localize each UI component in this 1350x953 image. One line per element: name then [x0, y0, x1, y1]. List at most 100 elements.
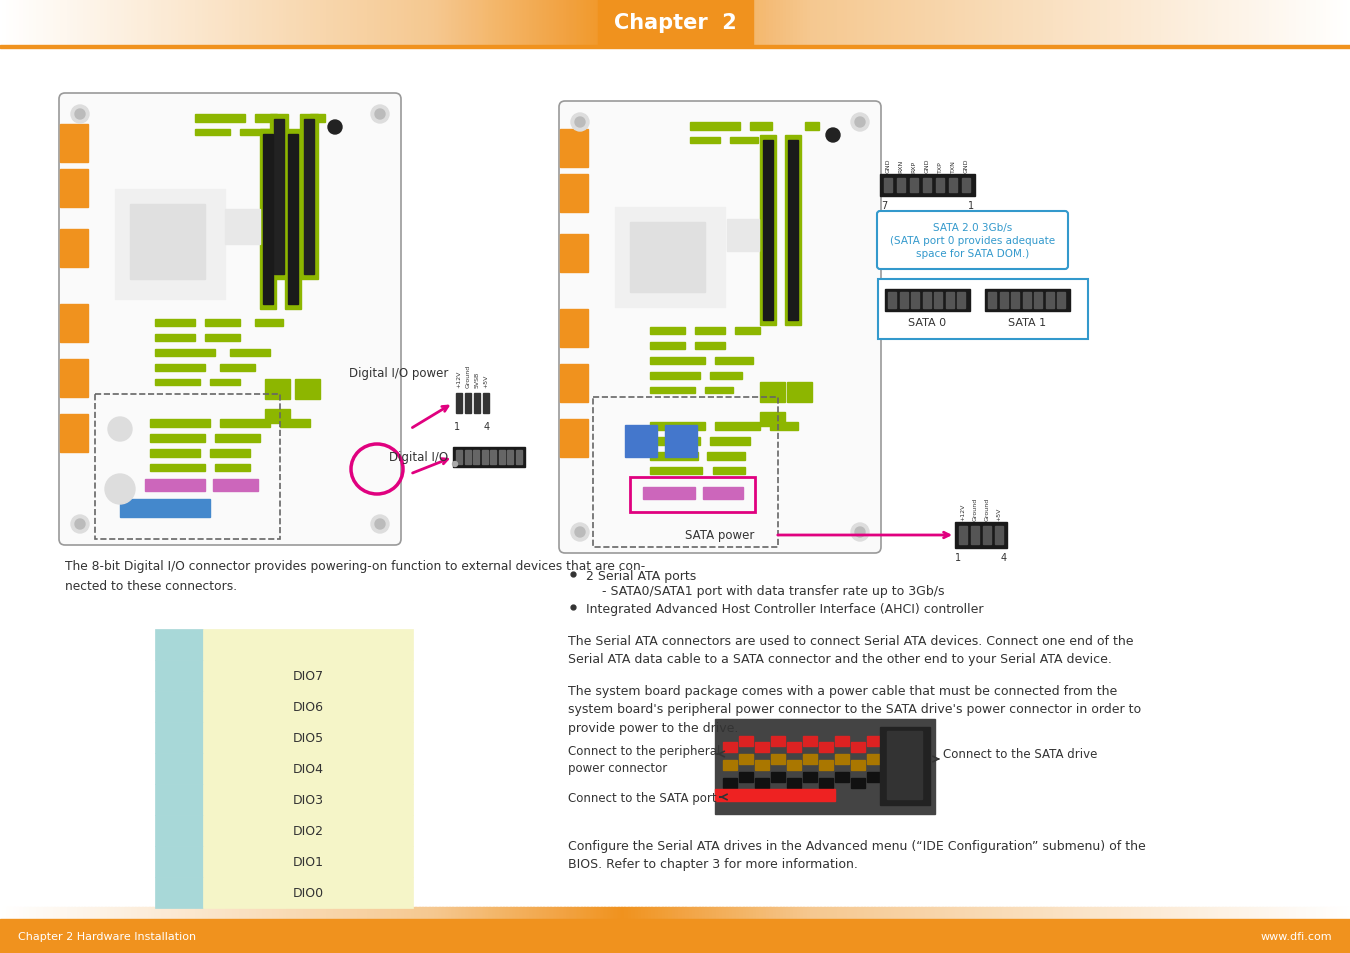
Bar	[817, 907, 821, 919]
Bar	[215, 464, 250, 472]
Bar	[1134, 0, 1138, 46]
Bar	[155, 350, 215, 356]
Bar	[1285, 907, 1291, 919]
Bar	[1029, 0, 1034, 46]
Bar	[705, 0, 710, 46]
Bar	[335, 907, 339, 919]
Bar	[209, 907, 213, 919]
Bar	[1310, 907, 1314, 919]
Bar	[988, 0, 994, 46]
Bar	[124, 0, 130, 46]
Text: Ground: Ground	[984, 497, 990, 520]
Bar	[186, 907, 190, 919]
Bar	[826, 0, 832, 46]
Bar	[547, 0, 551, 46]
Bar	[867, 0, 872, 46]
Bar	[202, 877, 413, 908]
Bar	[1181, 907, 1185, 919]
Bar	[446, 907, 450, 919]
Bar	[899, 293, 907, 309]
Bar	[529, 0, 535, 46]
Bar	[931, 907, 936, 919]
Bar	[567, 907, 571, 919]
Bar	[205, 907, 211, 919]
Bar	[784, 136, 801, 326]
Bar	[381, 0, 386, 46]
Bar	[211, 450, 250, 457]
Bar	[837, 907, 841, 919]
Bar	[1050, 0, 1054, 46]
Text: 5VSB: 5VSB	[474, 372, 479, 388]
Circle shape	[108, 417, 132, 441]
Bar	[1253, 0, 1257, 46]
Bar	[16, 0, 22, 46]
Bar	[1332, 0, 1338, 46]
Bar	[250, 0, 254, 46]
Bar	[281, 907, 285, 919]
Bar	[1104, 907, 1108, 919]
Bar	[462, 0, 467, 46]
Bar	[1056, 907, 1061, 919]
Bar	[968, 0, 973, 46]
Bar	[273, 907, 278, 919]
Bar	[479, 0, 483, 46]
Text: DIO1: DIO1	[293, 855, 324, 868]
Bar	[202, 722, 413, 753]
Bar	[1015, 0, 1021, 46]
Bar	[867, 907, 872, 919]
Bar	[1164, 0, 1169, 46]
Bar	[255, 115, 277, 123]
Bar	[598, 0, 752, 46]
Bar	[1330, 907, 1334, 919]
Bar	[799, 907, 805, 919]
Bar	[1022, 0, 1027, 46]
Bar	[354, 0, 359, 46]
Bar	[608, 907, 612, 919]
Bar	[844, 0, 848, 46]
Bar	[1222, 907, 1226, 919]
Bar	[47, 907, 51, 919]
Bar	[560, 234, 589, 273]
Bar	[574, 907, 578, 919]
Bar	[672, 907, 676, 919]
Bar	[1339, 907, 1345, 919]
Bar	[1185, 907, 1189, 919]
Bar	[621, 0, 625, 46]
Bar	[1060, 0, 1064, 46]
Bar	[1066, 907, 1071, 919]
Text: GND: GND	[925, 158, 930, 172]
Bar	[957, 293, 965, 309]
Text: Ground: Ground	[972, 497, 977, 520]
Bar	[675, 0, 679, 46]
Bar	[84, 907, 89, 919]
Bar	[672, 0, 676, 46]
Bar	[432, 0, 436, 46]
Bar	[200, 907, 204, 919]
Bar	[1164, 907, 1169, 919]
Bar	[1123, 907, 1129, 919]
Bar	[1299, 0, 1304, 46]
Bar	[68, 0, 72, 46]
Bar	[1046, 907, 1050, 919]
Bar	[728, 220, 759, 252]
Bar	[649, 343, 684, 350]
Bar	[813, 0, 818, 46]
Bar	[1114, 907, 1118, 919]
Bar	[483, 907, 487, 919]
Bar	[755, 760, 770, 770]
Bar	[578, 907, 582, 919]
Bar	[649, 388, 695, 394]
Bar	[439, 907, 443, 919]
Bar	[1269, 0, 1273, 46]
Bar	[695, 328, 725, 335]
Bar	[254, 907, 258, 919]
Bar	[1195, 0, 1199, 46]
Bar	[904, 0, 909, 46]
Bar	[95, 395, 279, 539]
Bar	[205, 319, 240, 327]
Bar	[1056, 0, 1061, 46]
Circle shape	[72, 106, 89, 124]
Bar	[65, 0, 69, 46]
Bar	[1069, 907, 1075, 919]
Bar	[834, 907, 838, 919]
